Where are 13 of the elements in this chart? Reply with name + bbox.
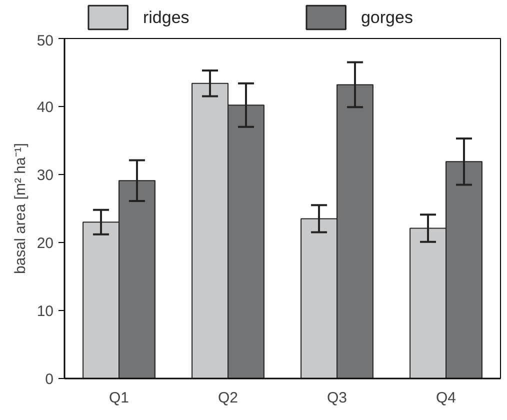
y-axis-title: basal area [m² ha⁻¹] [12, 143, 29, 274]
y-tick-label: 0 [45, 371, 54, 388]
x-tick-label: Q1 [108, 390, 130, 406]
y-tick-label: 20 [36, 235, 54, 252]
y-tick-label: 50 [36, 32, 54, 50]
y-tick-label: 40 [36, 99, 54, 116]
x-tick-label: Q2 [218, 390, 238, 406]
legend-label: ridges [142, 8, 190, 27]
x-tick-label: Q3 [326, 390, 348, 406]
legend-label: gorges [360, 8, 413, 27]
y-tick-label: 10 [36, 303, 54, 320]
y-tick-label: 30 [36, 167, 54, 184]
x-tick-label: Q4 [436, 390, 456, 406]
